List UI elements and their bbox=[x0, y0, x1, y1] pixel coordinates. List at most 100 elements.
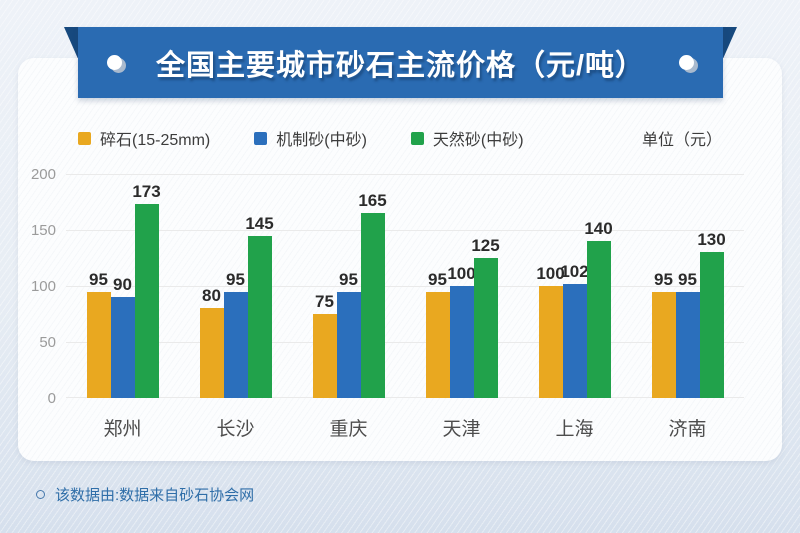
legend-swatch-icon bbox=[254, 131, 268, 145]
y-axis: 0 50 100 150 200 bbox=[18, 58, 58, 461]
bar-value-label: 75 bbox=[315, 292, 334, 311]
bar-value-label: 95 bbox=[654, 270, 673, 289]
bar-column: 173 bbox=[132, 182, 161, 398]
banner-dot-left-icon bbox=[106, 55, 122, 70]
x-tick-label-郑州: 郑州 bbox=[103, 419, 142, 440]
bar-column: 100 bbox=[536, 264, 565, 398]
x-tick-label-重庆: 重庆 bbox=[329, 419, 368, 440]
legend-label: 天然砂(中砂) bbox=[432, 132, 524, 149]
bar-column: 145 bbox=[245, 214, 274, 398]
bar-group-长沙: 80 95 145 bbox=[179, 174, 292, 398]
legend-item-1: 机制砂(中砂) bbox=[254, 126, 367, 150]
bar-济南-机制砂(中砂) bbox=[675, 292, 700, 398]
bar-column: 95 bbox=[336, 270, 361, 398]
bar-value-label: 140 bbox=[584, 219, 613, 238]
x-tick-label-上海: 上海 bbox=[555, 419, 594, 440]
source-text: 该数据由:数据来自砂石协会网 bbox=[55, 487, 255, 504]
bar-value-label: 165 bbox=[358, 191, 387, 210]
data-source: 该数据由:数据来自砂石协会网 bbox=[36, 484, 254, 505]
bar-column: 165 bbox=[358, 191, 387, 398]
bar-郑州-机制砂(中砂) bbox=[110, 297, 135, 398]
y-tick-label: 100 bbox=[30, 278, 56, 295]
bar-column: 95 bbox=[223, 270, 248, 398]
bar-column: 140 bbox=[584, 219, 613, 398]
bar-group-郑州: 95 90 173 bbox=[66, 174, 179, 398]
ribbon-fold-left-icon bbox=[64, 27, 79, 61]
bar-长沙-碎石(15-25mm) bbox=[199, 308, 224, 398]
bar-value-label: 95 bbox=[678, 270, 697, 289]
bar-value-label: 145 bbox=[245, 214, 274, 233]
plot-area: 95 90 173 80 95 145 75 95 165 95 100 125 100 102 140 95… bbox=[66, 174, 744, 398]
unit-label: 单位（元） bbox=[641, 132, 722, 149]
bar-郑州-碎石(15-25mm) bbox=[86, 292, 111, 398]
chart-card: 碎石(15-25mm) 机制砂(中砂) 天然砂(中砂) 单位（元） 0 50 100 15… bbox=[18, 58, 782, 461]
bar-value-label: 125 bbox=[471, 236, 500, 255]
bar-column: 125 bbox=[471, 236, 500, 398]
bar-长沙-机制砂(中砂) bbox=[223, 292, 248, 398]
bar-group-天津: 95 100 125 bbox=[405, 174, 518, 398]
bar-column: 100 bbox=[447, 264, 476, 398]
bar-重庆-天然砂(中砂) bbox=[360, 213, 385, 398]
legend-label: 碎石(15-25mm) bbox=[100, 132, 211, 149]
page-title: 全国主要城市砂石主流价格（元/吨） bbox=[155, 49, 646, 82]
bar-天津-天然砂(中砂) bbox=[473, 258, 498, 398]
legend-label: 机制砂(中砂) bbox=[276, 132, 367, 149]
bar-上海-机制砂(中砂) bbox=[562, 284, 587, 398]
bar-重庆-碎石(15-25mm) bbox=[312, 314, 337, 398]
title-banner: 全国主要城市砂石主流价格（元/吨） bbox=[78, 27, 723, 98]
x-tick-label-济南: 济南 bbox=[668, 419, 707, 440]
bar-column: 90 bbox=[110, 275, 135, 398]
bar-value-label: 80 bbox=[202, 286, 221, 305]
bar-重庆-机制砂(中砂) bbox=[336, 292, 361, 398]
chart-legend: 碎石(15-25mm) 机制砂(中砂) 天然砂(中砂) 单位（元） bbox=[18, 126, 782, 150]
bar-天津-碎石(15-25mm) bbox=[425, 292, 450, 398]
bar-column: 75 bbox=[312, 292, 337, 398]
bar-group-重庆: 75 95 165 bbox=[292, 174, 405, 398]
bar-group-上海: 100 102 140 bbox=[518, 174, 631, 398]
banner-dot-right-icon bbox=[679, 55, 695, 70]
bar-郑州-天然砂(中砂) bbox=[134, 204, 159, 398]
circle-bullet-icon bbox=[36, 490, 45, 499]
x-tick-label-长沙: 长沙 bbox=[216, 419, 255, 440]
bar-column: 102 bbox=[560, 262, 589, 398]
bar-groups: 95 90 173 80 95 145 75 95 165 95 100 125 100 102 140 95… bbox=[66, 174, 744, 398]
bar-column: 95 bbox=[425, 270, 450, 398]
bar-value-label: 95 bbox=[226, 270, 245, 289]
bar-column: 130 bbox=[697, 230, 726, 398]
gridline-150 bbox=[66, 230, 744, 231]
bar-value-label: 95 bbox=[89, 270, 108, 289]
ribbon-fold-right-icon bbox=[722, 27, 737, 61]
legend-item-0: 碎石(15-25mm) bbox=[78, 126, 210, 150]
bar-column: 95 bbox=[86, 270, 111, 398]
bar-group-济南: 95 95 130 bbox=[631, 174, 744, 398]
bar-value-label: 100 bbox=[447, 264, 476, 283]
bar-value-label: 100 bbox=[536, 264, 565, 283]
y-tick-label: 0 bbox=[47, 390, 56, 407]
bar-column: 80 bbox=[199, 286, 224, 398]
bar-value-label: 102 bbox=[560, 262, 589, 281]
legend-swatch-icon bbox=[78, 131, 91, 145]
gridline-100 bbox=[66, 286, 744, 287]
gridline-200 bbox=[66, 174, 744, 175]
bar-长沙-天然砂(中砂) bbox=[247, 236, 272, 398]
gridline-0 bbox=[66, 397, 744, 398]
x-axis: 郑州 长沙 重庆 天津 上海 济南 bbox=[66, 414, 744, 441]
legend-swatch-icon bbox=[410, 131, 424, 145]
bar-value-label: 95 bbox=[339, 270, 358, 289]
bar-value-label: 130 bbox=[697, 230, 726, 249]
bar-value-label: 95 bbox=[428, 270, 447, 289]
bar-column: 95 bbox=[675, 270, 700, 398]
legend-item-2: 天然砂(中砂) bbox=[410, 126, 524, 150]
gridline-50 bbox=[66, 342, 744, 343]
y-tick-label: 200 bbox=[30, 166, 56, 183]
bar-天津-机制砂(中砂) bbox=[449, 286, 474, 398]
y-tick-label: 50 bbox=[39, 334, 56, 351]
bar-上海-碎石(15-25mm) bbox=[538, 286, 563, 398]
bar-column: 95 bbox=[651, 270, 676, 398]
bar-value-label: 173 bbox=[132, 182, 161, 201]
bar-上海-天然砂(中砂) bbox=[586, 241, 611, 398]
y-tick-label: 150 bbox=[30, 222, 56, 239]
x-tick-label-天津: 天津 bbox=[442, 419, 481, 440]
bar-value-label: 90 bbox=[113, 275, 132, 294]
